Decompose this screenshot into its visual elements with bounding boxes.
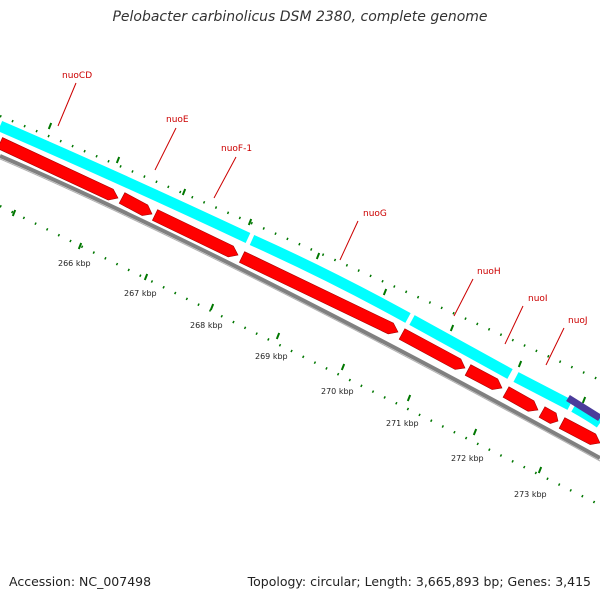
gene-label: nuoCD (62, 71, 92, 81)
feature-band-segment[interactable] (409, 315, 513, 379)
gene-label: nuoI (528, 294, 548, 304)
major-tick (11, 209, 17, 217)
feature-band-segment[interactable] (249, 234, 411, 323)
major-tick (517, 360, 523, 368)
gene-label: nuoG (363, 209, 387, 219)
gene-label: nuoE (166, 115, 189, 125)
tick-label: 268 kbp (190, 321, 223, 330)
gene-label: nuoF-1 (221, 144, 252, 154)
cds-arrow[interactable] (151, 209, 239, 258)
major-tick (382, 288, 388, 296)
major-tick (143, 273, 149, 281)
major-tick (537, 466, 543, 474)
backbone-line (0, 154, 600, 460)
major-tick (449, 324, 455, 332)
tick-label: 272 kbp (451, 454, 484, 463)
gene-label-leader (504, 305, 524, 345)
major-tick (47, 122, 53, 130)
feature-band-segment[interactable] (571, 402, 600, 428)
feature-band-segment[interactable] (513, 372, 573, 410)
tick-label: 271 kbp (386, 419, 419, 428)
feature-band-segment[interactable] (0, 120, 251, 243)
major-tick (181, 188, 187, 196)
major-tick (209, 303, 215, 311)
gene-label-leader (213, 156, 237, 199)
cds-arrow[interactable] (398, 328, 466, 370)
genome-summary-text: Topology: circular; Length: 3,665,893 bp… (247, 574, 591, 589)
tick-label: 266 kbp (58, 259, 91, 268)
tick-labels: 266 kbp 267 kbp 268 kbp 269 kbp 270 kbp 271 k… (58, 259, 547, 499)
gene-label-leader (154, 127, 177, 171)
major-tick (406, 394, 412, 402)
backbone-inner-line (0, 158, 600, 462)
cds-arrow[interactable] (118, 192, 153, 216)
inner-tick-track (0, 204, 600, 507)
major-tick (275, 332, 281, 340)
major-tick (315, 252, 321, 260)
map-title: Pelobacter carbinolicus DSM 2380, comple… (112, 9, 488, 25)
cds-arrow[interactable] (558, 417, 600, 445)
gene-label: nuoH (477, 267, 501, 277)
gene-label-leader (453, 278, 474, 317)
cds-arrow[interactable] (502, 386, 539, 412)
other-feature-block[interactable] (566, 395, 600, 421)
inner-major-ticks (11, 209, 543, 474)
outer-tick-track (0, 114, 600, 382)
major-tick (115, 156, 121, 164)
gene-labels: nuoCD nuoE nuoF-1 nuoG nuoH nuoI nuoJ (57, 71, 588, 366)
cds-track[interactable] (0, 137, 600, 445)
gene-label-leader (545, 327, 565, 366)
cds-arrow[interactable] (538, 406, 559, 424)
tick-label: 267 kbp (124, 289, 157, 298)
major-tick (472, 428, 478, 436)
tick-label: 270 kbp (321, 387, 354, 396)
major-tick (581, 396, 587, 404)
gene-label-leader (339, 220, 359, 261)
outer-major-ticks (47, 122, 587, 404)
major-tick (77, 242, 83, 250)
cds-arrow[interactable] (0, 137, 119, 201)
tick-label: 273 kbp (514, 490, 547, 499)
gene-label: nuoJ (568, 316, 588, 326)
major-tick (340, 363, 346, 371)
gene-label-leader (57, 82, 77, 127)
feature-band[interactable] (0, 120, 600, 428)
accession-text: Accession: NC_007498 (9, 574, 152, 589)
major-tick (247, 218, 253, 226)
tick-label: 269 kbp (255, 352, 288, 361)
cds-arrow[interactable] (238, 251, 399, 335)
cds-arrow[interactable] (464, 364, 503, 390)
